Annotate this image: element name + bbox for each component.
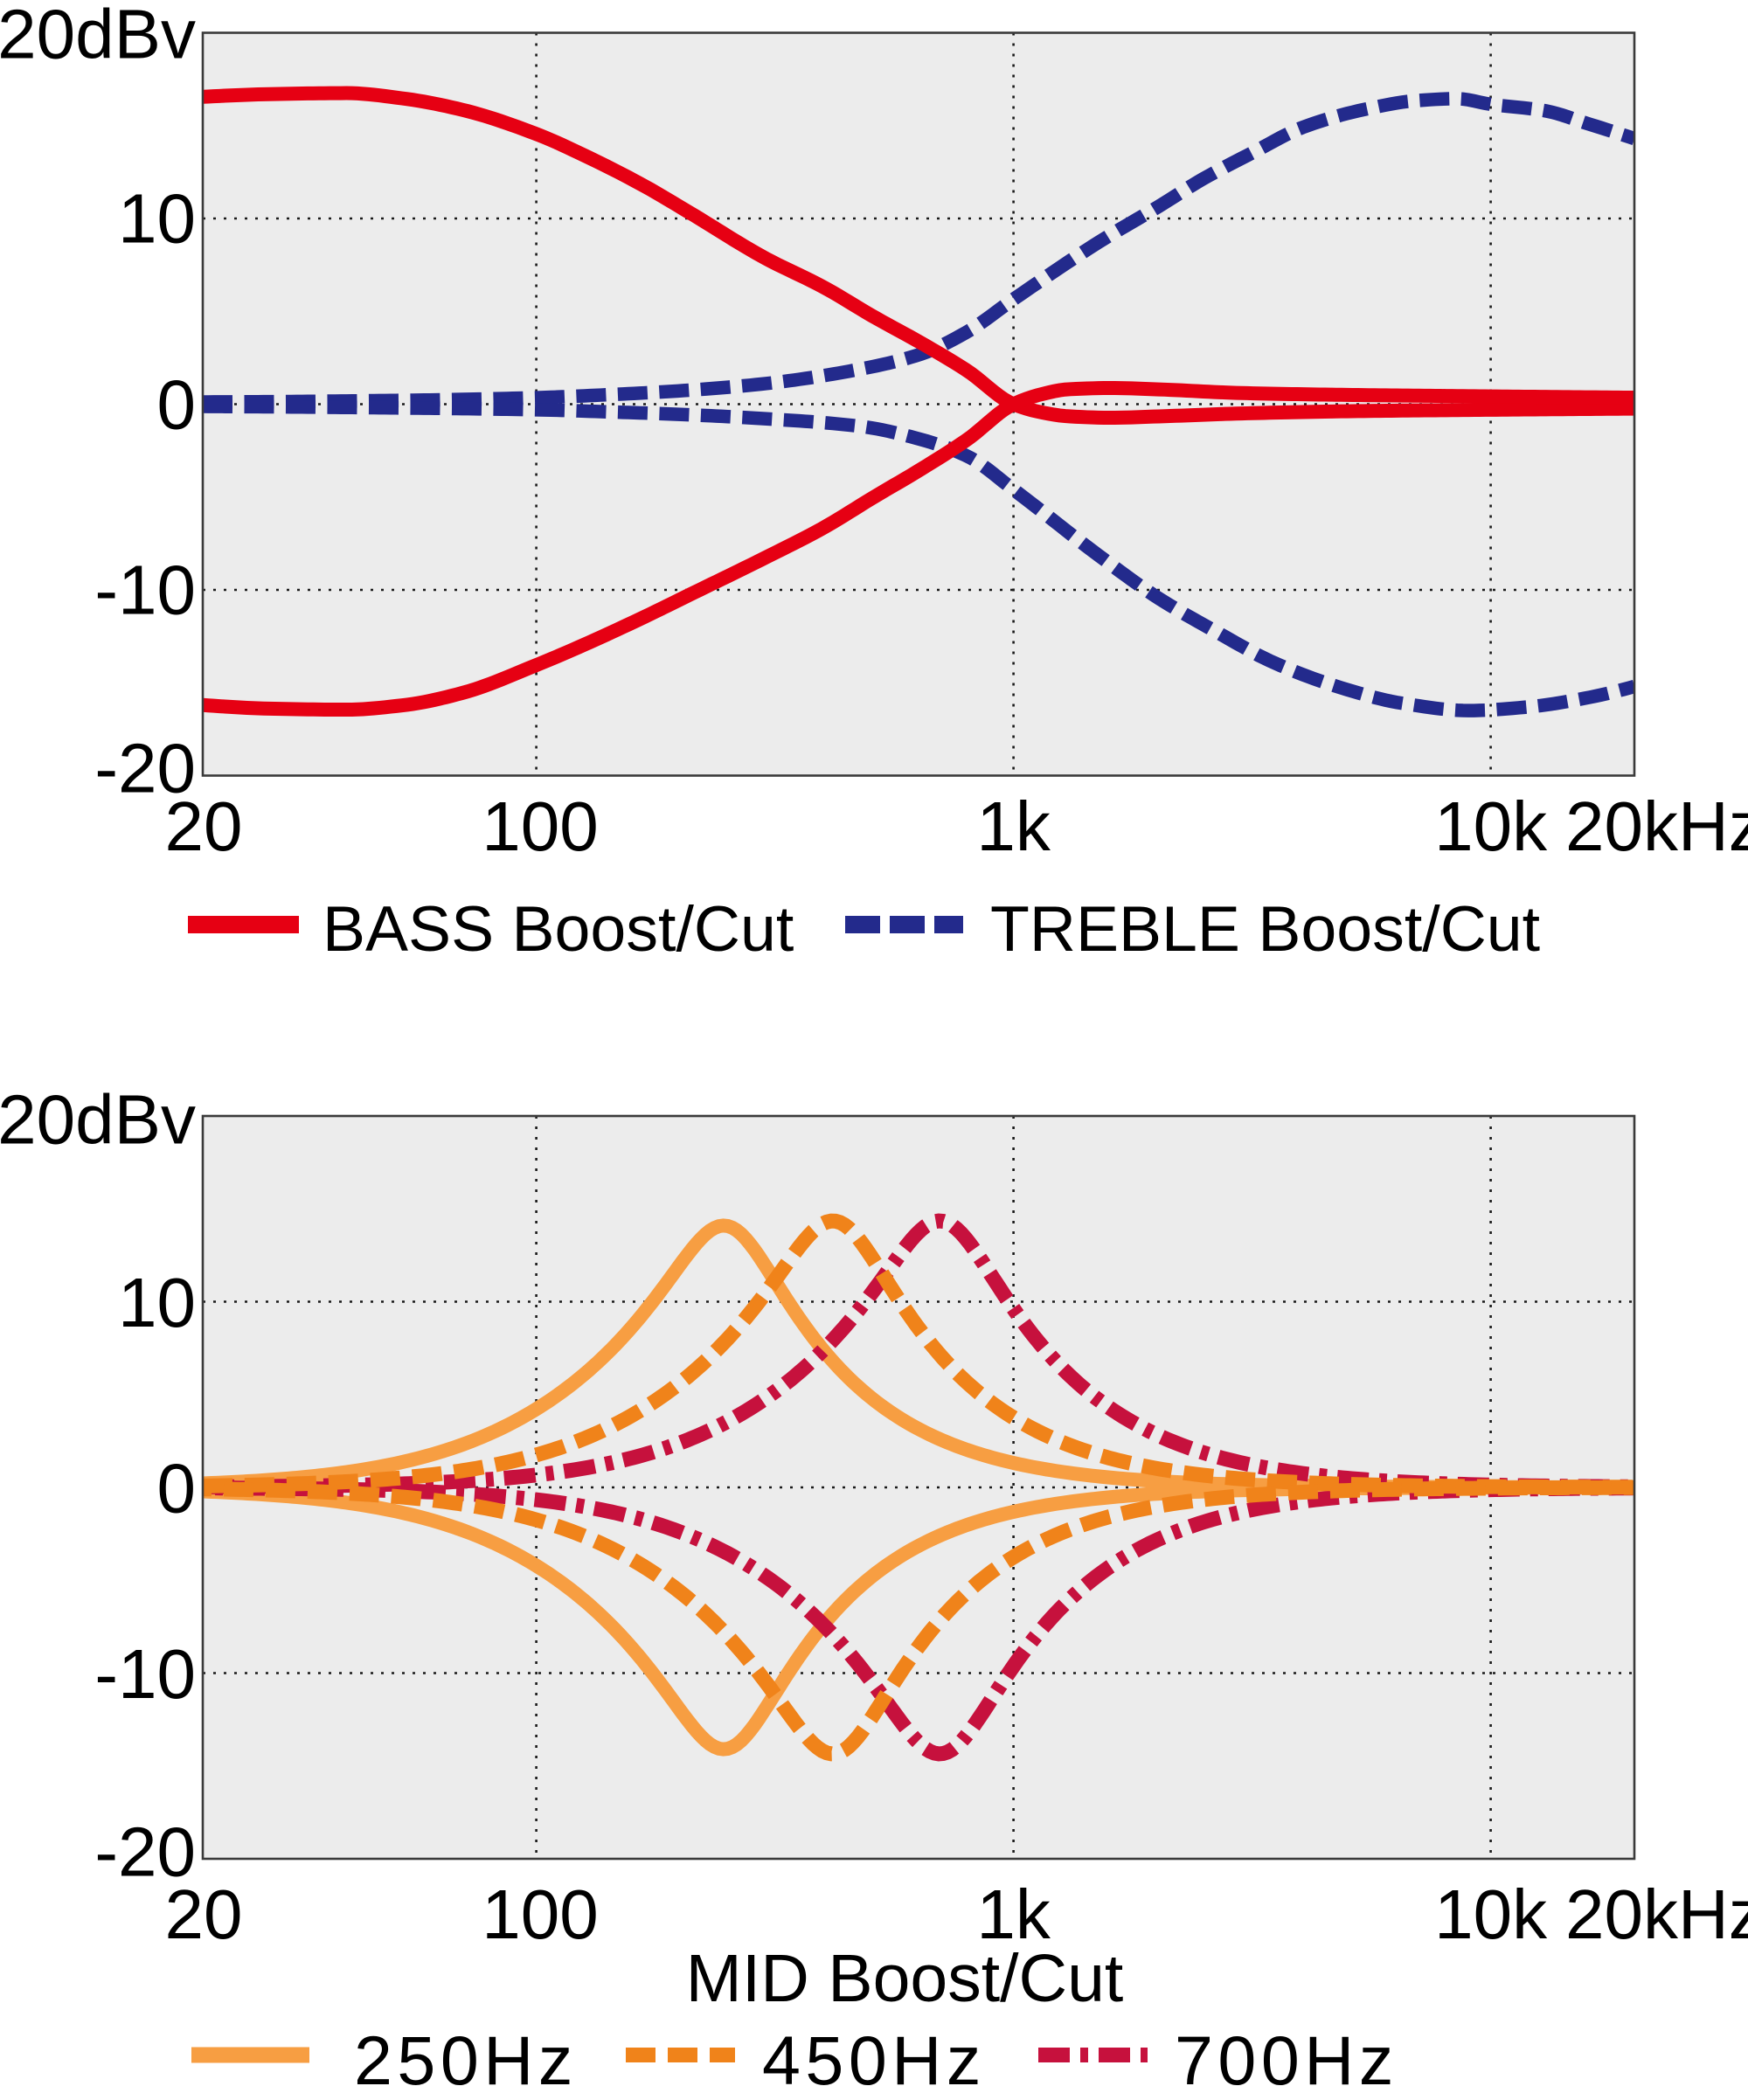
svg-text:20kHz: 20kHz: [1565, 1875, 1748, 1953]
svg-text:250Hz: 250Hz: [354, 2021, 578, 2099]
svg-text:20kHz: 20kHz: [1565, 787, 1748, 865]
svg-text:20dBv: 20dBv: [0, 1081, 196, 1159]
svg-text:0: 0: [157, 366, 197, 444]
svg-text:BASS Boost/Cut: BASS Boost/Cut: [323, 892, 794, 965]
svg-text:-10: -10: [94, 1635, 196, 1713]
svg-text:100: 100: [482, 1875, 598, 1953]
svg-text:-20: -20: [94, 1813, 196, 1891]
svg-text:10: 10: [118, 1264, 196, 1341]
svg-text:1k: 1k: [976, 787, 1051, 865]
svg-text:1k: 1k: [976, 1875, 1051, 1953]
svg-text:10k: 10k: [1434, 787, 1548, 865]
svg-text:0: 0: [157, 1450, 197, 1528]
svg-text:10k: 10k: [1434, 1875, 1548, 1953]
svg-text:TREBLE Boost/Cut: TREBLE Boost/Cut: [990, 892, 1540, 965]
svg-text:700Hz: 700Hz: [1175, 2021, 1398, 2099]
svg-text:10: 10: [118, 180, 196, 258]
svg-text:100: 100: [482, 787, 598, 865]
svg-text:20dBv: 20dBv: [0, 0, 196, 73]
svg-text:-10: -10: [94, 551, 196, 629]
svg-text:450Hz: 450Hz: [762, 2021, 986, 2099]
svg-text:-20: -20: [94, 730, 196, 807]
svg-text:MID Boost/Cut: MID Boost/Cut: [686, 1941, 1124, 2016]
svg-text:20: 20: [165, 787, 243, 865]
svg-text:20: 20: [165, 1875, 243, 1953]
